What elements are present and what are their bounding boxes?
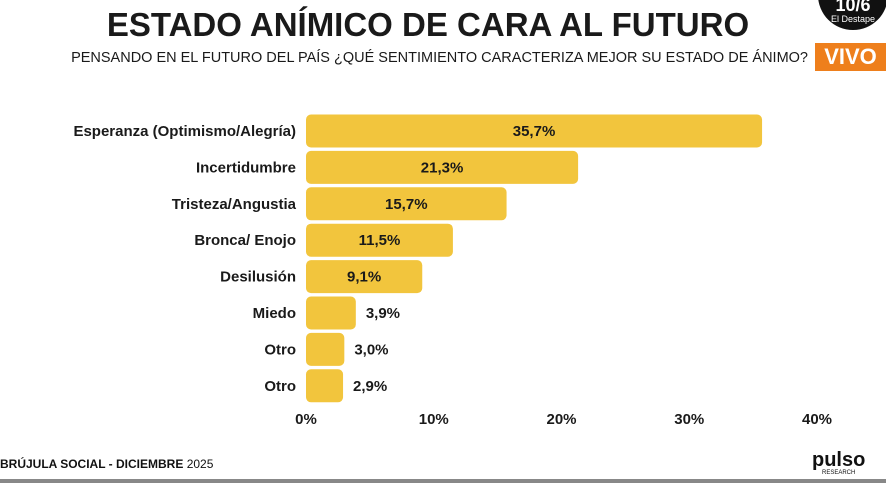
- category-label: Tristeza/Angustia: [172, 196, 297, 213]
- x-tick-label: 20%: [546, 411, 576, 428]
- data-label: 3,9%: [366, 305, 400, 322]
- category-label: Miedo: [253, 305, 296, 322]
- data-label: 11,5%: [359, 232, 401, 249]
- x-tick-label: 10%: [419, 411, 449, 428]
- data-label: 15,7%: [385, 196, 428, 213]
- category-label: Bronca/ Enojo: [194, 232, 296, 249]
- bar: [306, 369, 344, 403]
- category-label: Esperanza (Optimismo/Alegría): [73, 123, 296, 140]
- chart-subtitle: PENSANDO EN EL FUTURO DEL PAÍS ¿QUÉ SENT…: [71, 50, 808, 66]
- x-tick-label: 30%: [674, 411, 704, 428]
- data-label: 3,0%: [354, 341, 388, 358]
- category-label: Incertidumbre: [196, 159, 296, 176]
- data-label: 9,1%: [347, 269, 381, 286]
- bar-chart: Esperanza (Optimismo/Alegría) 35,7% Incert…: [73, 114, 832, 428]
- bar: [306, 223, 453, 257]
- live-badge: VIVO: [815, 43, 886, 71]
- bar: [306, 114, 763, 148]
- chart-title: ESTADO ANÍMICO DE CARA AL FUTURO: [106, 6, 750, 43]
- x-tick-label: 40%: [802, 411, 832, 428]
- category-label: Desilusión: [220, 269, 296, 286]
- bar: [306, 332, 345, 366]
- bar: [306, 260, 423, 294]
- bottom-bar: [0, 479, 886, 483]
- bar: [306, 296, 356, 330]
- category-label: Otro: [264, 378, 296, 395]
- brand-logo: pulso RESEARCH: [812, 449, 866, 476]
- data-label: 2,9%: [353, 378, 387, 395]
- bar: [306, 187, 507, 221]
- x-tick-label: 0%: [295, 411, 317, 428]
- bar: [306, 150, 579, 184]
- data-label: 21,3%: [421, 159, 464, 176]
- source-footer: BRÚJULA SOCIAL - DICIEMBRE 2025: [0, 457, 214, 471]
- category-label: Otro: [264, 341, 296, 358]
- data-label: 35,7%: [513, 123, 556, 140]
